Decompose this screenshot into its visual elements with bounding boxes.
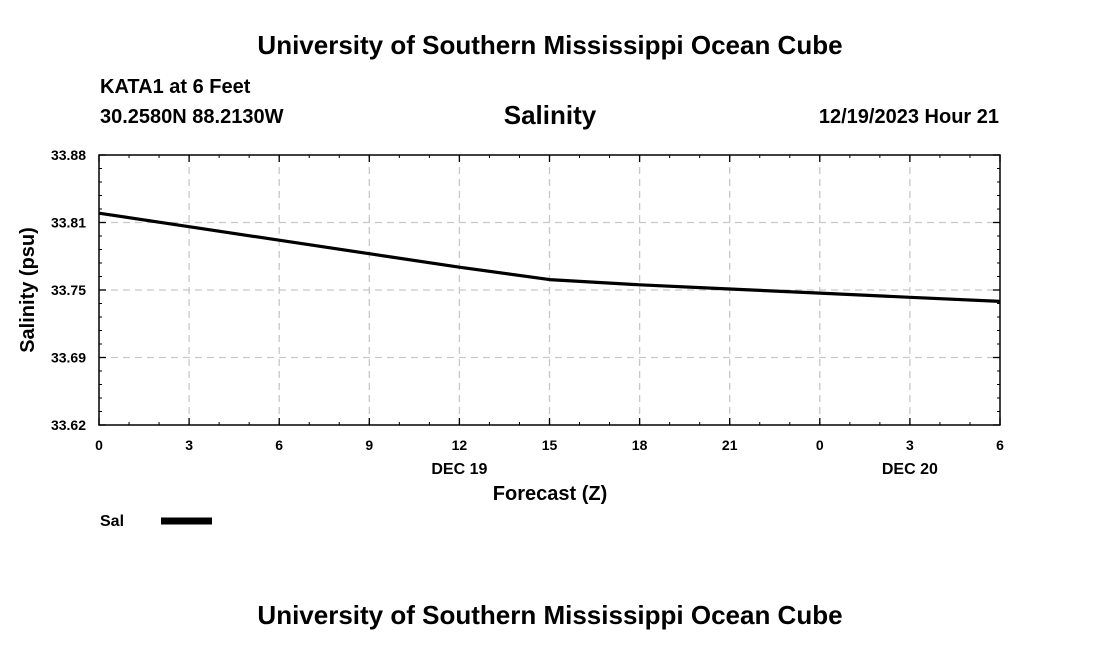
y-tick-label: 33.88 (51, 147, 86, 163)
series-line-sal (98, 211, 1001, 303)
date-label: DEC 20 (882, 461, 938, 478)
y-tick-label: 33.81 (51, 215, 86, 231)
y-tick-label: 33.62 (51, 417, 86, 433)
y-tick-label: 33.75 (51, 282, 86, 298)
major-ticks (98, 154, 1001, 426)
grid-lines (99, 155, 1000, 425)
y-axis-label: Salinity (psu) (17, 227, 39, 353)
footer-title: University of Southern Mississippi Ocean… (257, 600, 843, 630)
x-tick-label: 6 (275, 437, 283, 453)
y-tick-labels: 33.88 33.81 33.75 33.69 33.62 (51, 147, 86, 433)
forecast-timestamp: 12/19/2023 Hour 21 (818, 106, 999, 128)
x-tick-label: 3 (906, 437, 914, 453)
page-title: University of Southern Mississippi Ocean… (257, 30, 843, 60)
chart-title: Salinity (503, 100, 597, 130)
date-label: DEC 19 (431, 461, 487, 478)
station-coordinates: 30.2580N 88.2130W (100, 106, 284, 128)
station-label: KATA1 at 6 Feet (100, 76, 251, 98)
legend-label: Sal (100, 513, 124, 530)
y-tick-label: 33.69 (51, 350, 86, 366)
x-tick-label: 0 (816, 437, 824, 453)
x-tick-label: 12 (452, 437, 468, 453)
x-axis-label: Forecast (Z) (493, 483, 607, 505)
x-tick-label: 15 (542, 437, 558, 453)
x-tick-label: 0 (95, 437, 103, 453)
date-labels: DEC 19 DEC 20 (431, 461, 938, 478)
x-tick-label: 6 (996, 437, 1004, 453)
x-tick-label: 18 (632, 437, 648, 453)
x-tick-labels: 0 3 6 9 12 15 18 21 0 3 6 (95, 437, 1004, 453)
x-tick-label: 21 (722, 437, 738, 453)
x-tick-label: 3 (185, 437, 193, 453)
x-tick-label: 9 (365, 437, 373, 453)
series-layer (98, 211, 1001, 303)
